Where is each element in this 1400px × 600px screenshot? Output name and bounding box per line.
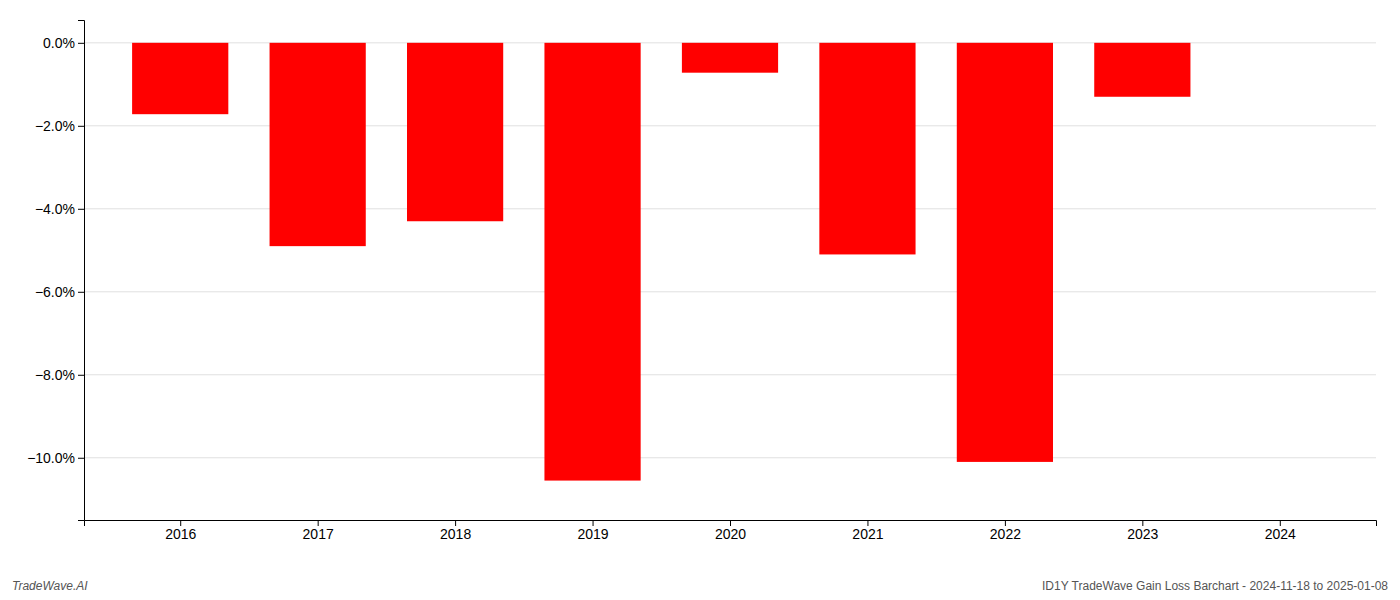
tick-label: 2016 bbox=[165, 526, 196, 542]
tick-label: 2022 bbox=[990, 526, 1021, 542]
tick-mark bbox=[78, 126, 84, 127]
bars bbox=[132, 43, 1190, 481]
tick: −4.0% bbox=[35, 201, 84, 217]
tick-mark bbox=[78, 43, 84, 44]
y-axis: 0.0% −2.0% −4.0% −6.0% −8.0% −10.0% bbox=[27, 21, 84, 521]
tick-mark bbox=[78, 292, 84, 293]
grid-line bbox=[84, 374, 1376, 375]
tick: 2023 bbox=[1127, 520, 1158, 542]
tick-label: 2019 bbox=[577, 526, 608, 542]
tick-label: 2021 bbox=[852, 526, 883, 542]
x-axis: 2016 2017 2018 2019 2020 2021 2022 2023 2024 bbox=[85, 520, 1377, 542]
tick: 2022 bbox=[990, 520, 1021, 542]
tick-label: 0.0% bbox=[43, 35, 75, 51]
y-axis-line bbox=[78, 21, 85, 521]
bar bbox=[544, 43, 640, 481]
bar bbox=[270, 43, 366, 246]
bar bbox=[819, 43, 915, 255]
tick-label: 2017 bbox=[303, 526, 334, 542]
tick-mark bbox=[78, 458, 84, 459]
tick: 2020 bbox=[715, 520, 746, 542]
tick: −10.0% bbox=[27, 450, 84, 466]
tick: 2017 bbox=[303, 520, 334, 542]
grid bbox=[84, 43, 1376, 458]
tick-mark bbox=[78, 375, 84, 376]
tick-label: −2.0% bbox=[35, 118, 75, 134]
grid-line bbox=[84, 291, 1376, 292]
bar bbox=[682, 43, 778, 73]
chart: 2016 2017 2018 2019 2020 2021 2022 2023 2024 0.0%… bbox=[0, 0, 1400, 600]
tick-label: −6.0% bbox=[35, 284, 75, 300]
tick-label: 2018 bbox=[440, 526, 471, 542]
bar bbox=[1094, 43, 1190, 97]
tick-mark bbox=[78, 209, 84, 210]
tick-label: −4.0% bbox=[35, 201, 75, 217]
tick: 2021 bbox=[852, 520, 883, 542]
tick: 2019 bbox=[577, 520, 608, 542]
tick: 2016 bbox=[165, 520, 196, 542]
tick: −2.0% bbox=[35, 118, 84, 134]
tick-label: 2024 bbox=[1265, 526, 1296, 542]
tick: 0.0% bbox=[43, 35, 84, 51]
tick-label: −8.0% bbox=[35, 367, 75, 383]
tick-label: 2023 bbox=[1127, 526, 1158, 542]
chart-container: 2016 2017 2018 2019 2020 2021 2022 2023 2024 0.0%… bbox=[0, 0, 1400, 600]
bar bbox=[407, 43, 503, 221]
bar bbox=[957, 43, 1053, 462]
tick: 2018 bbox=[440, 520, 471, 542]
tick-label: −10.0% bbox=[27, 450, 75, 466]
bar bbox=[132, 43, 228, 114]
footer-text: ID1Y TradeWave Gain Loss Barchart - 2024… bbox=[1042, 579, 1388, 593]
tick: −6.0% bbox=[35, 284, 84, 300]
tick-label: 2020 bbox=[715, 526, 746, 542]
grid-line bbox=[84, 457, 1376, 458]
tick: −8.0% bbox=[35, 367, 84, 383]
tick: 2024 bbox=[1265, 520, 1296, 542]
footer-text: TradeWave.AI bbox=[12, 579, 88, 593]
